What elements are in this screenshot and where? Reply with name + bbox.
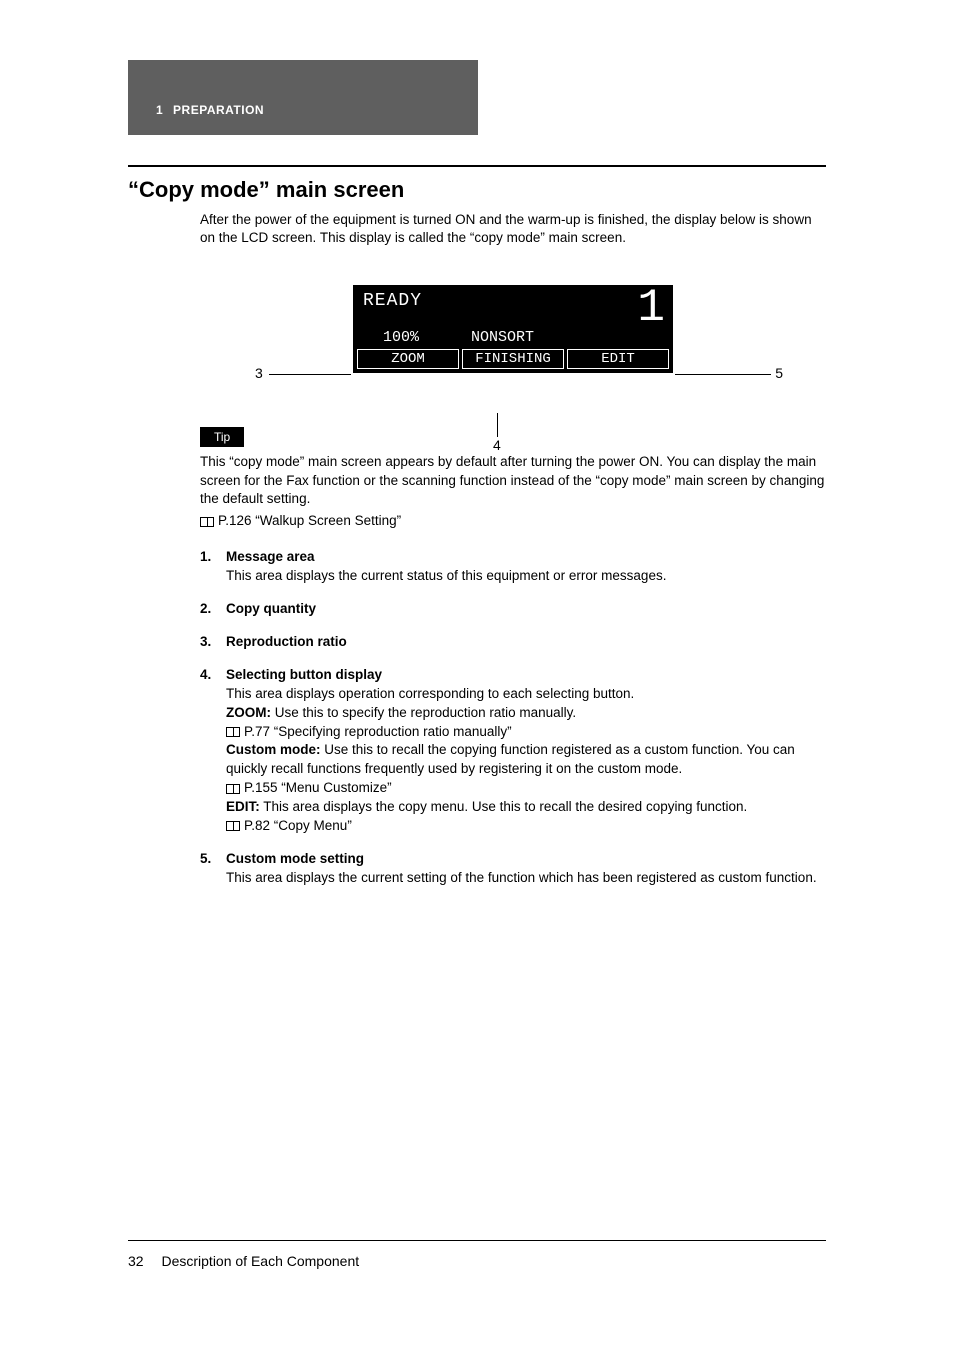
- list-item: 1. Message area This area displays the c…: [200, 548, 826, 586]
- lcd-edit-button: EDIT: [567, 349, 669, 369]
- chapter-header: 1 PREPARATION: [128, 60, 478, 135]
- tip-ref-text: P.126 “Walkup Screen Setting”: [218, 513, 401, 528]
- item-number: 5.: [200, 850, 211, 869]
- zoom-ref: P.77 “Specifying reproduction ratio manu…: [244, 724, 512, 739]
- custom-label: Custom mode:: [226, 742, 321, 757]
- callout-5-line: [675, 374, 771, 375]
- list-item: 3. Reproduction ratio: [200, 633, 826, 652]
- lcd-zoom-button: ZOOM: [357, 349, 459, 369]
- edit-body: This area displays the copy menu. Use th…: [260, 799, 748, 814]
- custom-ref: P.155 “Menu Customize”: [244, 780, 392, 795]
- item-body: This area displays the current setting o…: [226, 870, 817, 885]
- lcd-status: READY: [363, 291, 422, 311]
- book-icon: [226, 784, 240, 794]
- tip-badge: Tip: [200, 427, 244, 447]
- callout-3: 3: [255, 365, 263, 381]
- item-body: This area displays the current status of…: [226, 568, 666, 583]
- lcd-copy-quantity: 1: [637, 285, 665, 331]
- lcd-diagram: 1 2 READY 1 100% NONSORT ZOOM FINISHING …: [303, 285, 723, 373]
- tip-reference: P.126 “Walkup Screen Setting”: [200, 512, 826, 530]
- zoom-label: ZOOM:: [226, 705, 271, 720]
- intro-paragraph: After the power of the equipment is turn…: [200, 211, 826, 247]
- item-number: 4.: [200, 666, 211, 685]
- chapter-number: 1: [156, 103, 163, 117]
- lcd-button-row: ZOOM FINISHING EDIT: [357, 349, 669, 369]
- chapter-title: PREPARATION: [173, 103, 264, 117]
- callout-4: 4: [493, 437, 501, 453]
- edit-label: EDIT:: [226, 799, 260, 814]
- lcd-ratio: 100%: [383, 329, 419, 346]
- callout-4-line: [497, 413, 498, 437]
- list-item: 4. Selecting button display This area di…: [200, 666, 826, 836]
- item-number: 2.: [200, 600, 211, 619]
- item-title: Reproduction ratio: [226, 634, 347, 649]
- footer: 32 Description of Each Component: [128, 1253, 359, 1269]
- item-title: Custom mode setting: [226, 851, 364, 866]
- lcd-mode: NONSORT: [471, 329, 534, 346]
- item-list: 1. Message area This area displays the c…: [200, 548, 826, 887]
- page: 1 PREPARATION “Copy mode” main screen Af…: [0, 0, 954, 1351]
- book-icon: [226, 727, 240, 737]
- zoom-body: Use this to specify the reproduction rat…: [271, 705, 576, 720]
- callout-5: 5: [775, 365, 783, 381]
- lcd-finishing-button: FINISHING: [462, 349, 564, 369]
- tip-body: This “copy mode” main screen appears by …: [200, 453, 826, 508]
- callout-3-line: [269, 374, 351, 375]
- section-title: “Copy mode” main screen: [128, 177, 954, 203]
- list-item: 2. Copy quantity: [200, 600, 826, 619]
- page-number: 32: [128, 1253, 144, 1269]
- item-title: Copy quantity: [226, 601, 316, 616]
- chapter-header-text: 1 PREPARATION: [156, 103, 264, 117]
- footer-title: Description of Each Component: [161, 1253, 359, 1269]
- item-line: This area displays operation correspondi…: [226, 686, 634, 701]
- section-rule: [128, 165, 826, 167]
- lcd-screen: READY 1 100% NONSORT ZOOM FINISHING EDIT: [353, 285, 673, 373]
- list-item: 5. Custom mode setting This area display…: [200, 850, 826, 888]
- item-number: 3.: [200, 633, 211, 652]
- book-icon: [226, 821, 240, 831]
- book-icon: [200, 517, 214, 527]
- item-number: 1.: [200, 548, 211, 567]
- item-title: Message area: [226, 549, 315, 564]
- content-area: After the power of the equipment is turn…: [200, 211, 826, 888]
- footer-rule: [128, 1240, 826, 1241]
- item-title: Selecting button display: [226, 667, 382, 682]
- edit-ref: P.82 “Copy Menu”: [244, 818, 352, 833]
